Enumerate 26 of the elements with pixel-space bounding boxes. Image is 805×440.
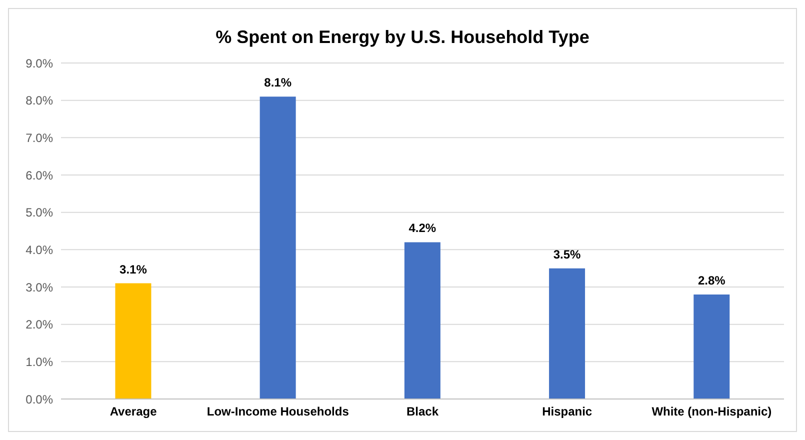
data-label: 4.2% bbox=[408, 221, 436, 236]
chart-title: % Spent on Energy by U.S. Household Type bbox=[214, 27, 590, 49]
data-label: 2.8% bbox=[698, 273, 726, 288]
x-tick-label: Hispanic bbox=[542, 404, 592, 419]
y-tick-label: 4.0% bbox=[26, 242, 54, 257]
x-tick-label: Black bbox=[406, 404, 439, 419]
y-tick-label: 3.0% bbox=[26, 280, 54, 294]
bar bbox=[260, 96, 296, 399]
y-tick-label: 1.0% bbox=[26, 354, 54, 369]
y-tick-label: 6.0% bbox=[26, 168, 54, 182]
y-tick-label: 0.0% bbox=[26, 392, 54, 406]
data-label: 3.1% bbox=[120, 262, 148, 276]
y-tick-label: 5.0% bbox=[26, 206, 54, 220]
x-tick-label: Average bbox=[110, 404, 158, 419]
bar bbox=[694, 294, 730, 399]
data-label: 8.1% bbox=[264, 76, 292, 90]
y-tick-label: 2.0% bbox=[26, 318, 54, 332]
x-tick-label: White (non-Hispanic) bbox=[652, 404, 772, 419]
bar bbox=[404, 242, 440, 399]
y-tick-label: 9.0% bbox=[26, 56, 54, 70]
y-tick-label: 8.0% bbox=[26, 94, 54, 108]
y-tick-label: 7.0% bbox=[26, 130, 54, 145]
x-tick-label: Low-Income Households bbox=[206, 404, 350, 419]
data-label: 3.5% bbox=[553, 247, 582, 262]
bar bbox=[115, 283, 152, 399]
bar bbox=[549, 268, 586, 399]
